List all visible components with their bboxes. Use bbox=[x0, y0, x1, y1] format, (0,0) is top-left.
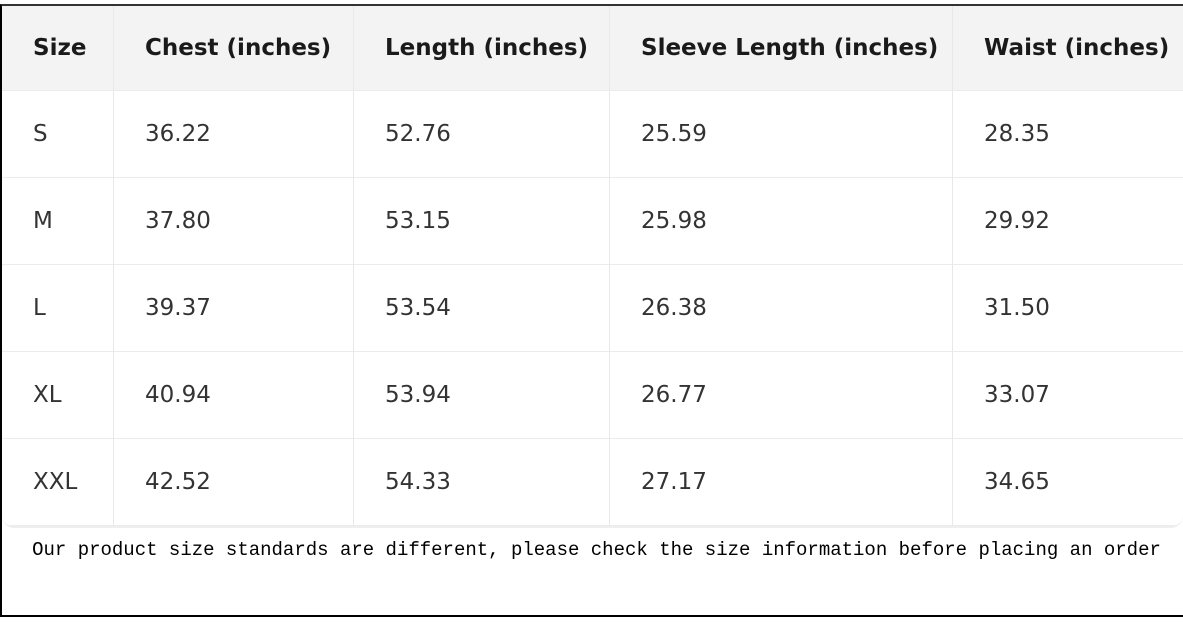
table-cell: 53.54 bbox=[354, 265, 610, 352]
header-length: Length (inches) bbox=[354, 6, 610, 91]
table-cell: 53.94 bbox=[354, 352, 610, 439]
table-cell: 40.94 bbox=[114, 352, 354, 439]
table-cell: M bbox=[2, 178, 114, 265]
table-cell: S bbox=[2, 91, 114, 178]
table-row: XXL 42.52 54.33 27.17 34.65 bbox=[2, 439, 1183, 526]
table-cell: 25.98 bbox=[610, 178, 953, 265]
table-cell: XXL bbox=[2, 439, 114, 526]
chart-frame bbox=[0, 4, 1183, 617]
header-size: Size bbox=[2, 6, 114, 91]
table-cell: 27.17 bbox=[610, 439, 953, 526]
table-cell: 36.22 bbox=[114, 91, 354, 178]
table-cell: 29.92 bbox=[953, 178, 1183, 265]
table-cell: L bbox=[2, 265, 114, 352]
table-row: M 37.80 53.15 25.98 29.92 bbox=[2, 178, 1183, 265]
table-cell: 34.65 bbox=[953, 439, 1183, 526]
table-cell: 26.77 bbox=[610, 352, 953, 439]
table-cell: 54.33 bbox=[354, 439, 610, 526]
table-row: S 36.22 52.76 25.59 28.35 bbox=[2, 91, 1183, 178]
table-cell: XL bbox=[2, 352, 114, 439]
table-row: L 39.37 53.54 26.38 31.50 bbox=[2, 265, 1183, 352]
header-chest: Chest (inches) bbox=[114, 6, 354, 91]
table-cell: 28.35 bbox=[953, 91, 1183, 178]
table-cell: 25.59 bbox=[610, 91, 953, 178]
table-row: XL 40.94 53.94 26.77 33.07 bbox=[2, 352, 1183, 439]
table-cell: 33.07 bbox=[953, 352, 1183, 439]
table-cell: 53.15 bbox=[354, 178, 610, 265]
header-sleeve-length: Sleeve Length (inches) bbox=[610, 6, 953, 91]
table-cell: 37.80 bbox=[114, 178, 354, 265]
table-cell: 31.50 bbox=[953, 265, 1183, 352]
size-chart-table: Size Chest (inches) Length (inches) Slee… bbox=[2, 6, 1183, 528]
table-header-row: Size Chest (inches) Length (inches) Slee… bbox=[2, 6, 1183, 91]
table-cell: 39.37 bbox=[114, 265, 354, 352]
header-waist: Waist (inches) bbox=[953, 6, 1183, 91]
table-cell: 26.38 bbox=[610, 265, 953, 352]
table-cell: 42.52 bbox=[114, 439, 354, 526]
size-note: Our product size standards are different… bbox=[32, 539, 1161, 561]
table-cell: 52.76 bbox=[354, 91, 610, 178]
